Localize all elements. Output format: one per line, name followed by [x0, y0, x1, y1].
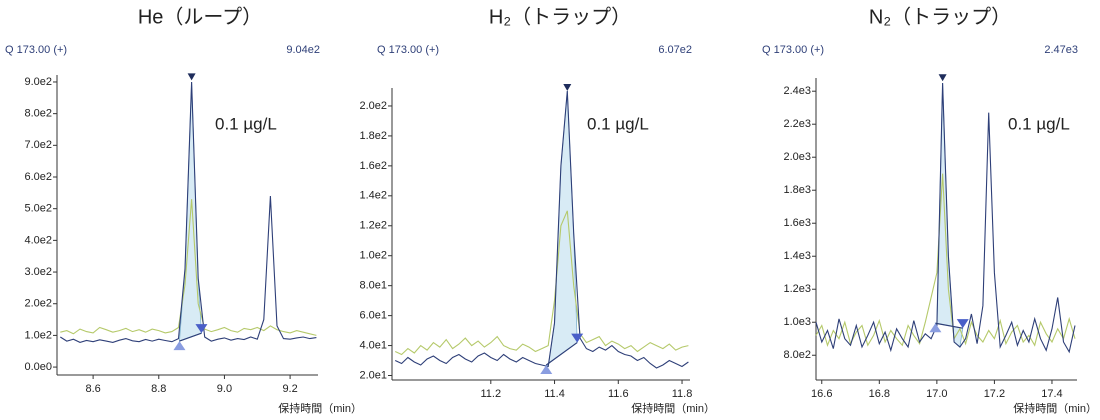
y-tick-label: 2.4e3 [783, 85, 811, 97]
y-tick-label: 1.4e2 [359, 190, 387, 202]
x-tick-label: 9.0 [217, 383, 232, 395]
y-tick-label: 4.0e1 [359, 339, 387, 351]
series-line [394, 90, 689, 369]
y-tick-label: 1.2e2 [359, 220, 387, 232]
y-tick-label: 1.4e3 [783, 250, 811, 262]
scan-label: Q 173.00 (+) [5, 44, 67, 56]
x-tick-label: 9.2 [282, 383, 297, 395]
peak-apex-marker [187, 73, 196, 81]
concentration-annotation: 0.1 µg/L [215, 114, 277, 133]
y-tick-label: 1.8e3 [783, 184, 811, 196]
series-line [815, 82, 1076, 354]
x-tick-label: 11.8 [672, 388, 693, 400]
y-tick-label: 1.2e3 [783, 283, 811, 295]
concentration-annotation: 0.1 µg/L [587, 114, 649, 133]
x-axis-label: 保持時間（min） [631, 401, 715, 415]
y-tick-label: 2.0e2 [24, 298, 52, 310]
x-axis-label: 保持時間（min） [1013, 401, 1097, 415]
series-line [60, 81, 317, 343]
y-tick-label: 6.0e2 [24, 171, 52, 183]
concentration-annotation: 0.1 µg/L [1008, 114, 1070, 133]
y-tick-label: 8.0e1 [359, 280, 387, 292]
max-intensity-label: 6.07e2 [658, 44, 692, 56]
y-tick-label: 3.0e2 [24, 266, 52, 278]
peak-end-marker [956, 319, 969, 329]
max-intensity-label: 2.47e3 [1044, 44, 1078, 56]
y-tick-label: 5.0e2 [24, 203, 52, 215]
y-tick-label: 4.0e2 [24, 234, 52, 246]
chart-title: N₂（トラップ） [869, 5, 1011, 28]
x-tick-label: 8.6 [85, 383, 100, 395]
y-tick-label: 1.0e2 [24, 329, 52, 341]
peak-start-marker [929, 323, 942, 333]
chart-title: H₂（トラップ） [489, 5, 631, 28]
x-axis-label: 保持時間（min） [278, 401, 362, 415]
peak-baseline [179, 332, 202, 342]
peak-baseline [935, 322, 963, 329]
peak-start-marker [540, 365, 553, 375]
peak-apex-marker [938, 74, 947, 82]
x-tick-label: 17.4 [1041, 388, 1062, 400]
x-tick-label: 11.4 [544, 388, 565, 400]
y-tick-label: 0.0e0 [24, 361, 52, 373]
y-tick-label: 1.8e2 [359, 130, 387, 142]
y-tick-label: 7.0e2 [24, 139, 52, 151]
x-tick-label: 11.6 [608, 388, 629, 400]
x-tick-label: 8.8 [151, 383, 166, 395]
peak-start-marker [173, 341, 186, 351]
scan-label: Q 173.00 (+) [762, 44, 824, 56]
y-tick-label: 2.0e3 [783, 151, 811, 163]
scan-label: Q 173.00 (+) [377, 44, 439, 56]
x-tick-label: 17.2 [984, 388, 1005, 400]
series-line [394, 210, 689, 356]
peak-end-marker [571, 333, 584, 343]
x-tick-label: 16.8 [869, 388, 890, 400]
y-tick-label: 2.0e2 [359, 100, 387, 112]
y-tick-label: 8.0e2 [783, 349, 811, 361]
y-tick-label: 1.0e3 [783, 316, 811, 328]
series-line [815, 173, 1076, 348]
x-tick-label: 16.6 [811, 388, 832, 400]
y-tick-label: 6.0e1 [359, 310, 387, 322]
y-tick-label: 1.0e2 [359, 250, 387, 262]
y-tick-label: 8.0e2 [24, 108, 52, 120]
x-tick-label: 17.0 [926, 388, 947, 400]
y-tick-label: 1.6e2 [359, 160, 387, 172]
peak-baseline [545, 342, 578, 366]
y-tick-label: 1.6e3 [783, 217, 811, 229]
max-intensity-label: 9.04e2 [286, 44, 320, 56]
series-line [60, 199, 317, 336]
peak-end-marker [195, 324, 208, 334]
y-tick-label: 2.2e3 [783, 118, 811, 130]
peak-apex-marker [563, 83, 572, 91]
y-tick-label: 9.0e2 [24, 76, 52, 88]
chart-title: He（ループ） [138, 5, 262, 28]
y-tick-label: 2.0e1 [359, 369, 387, 381]
x-tick-label: 11.2 [481, 388, 502, 400]
